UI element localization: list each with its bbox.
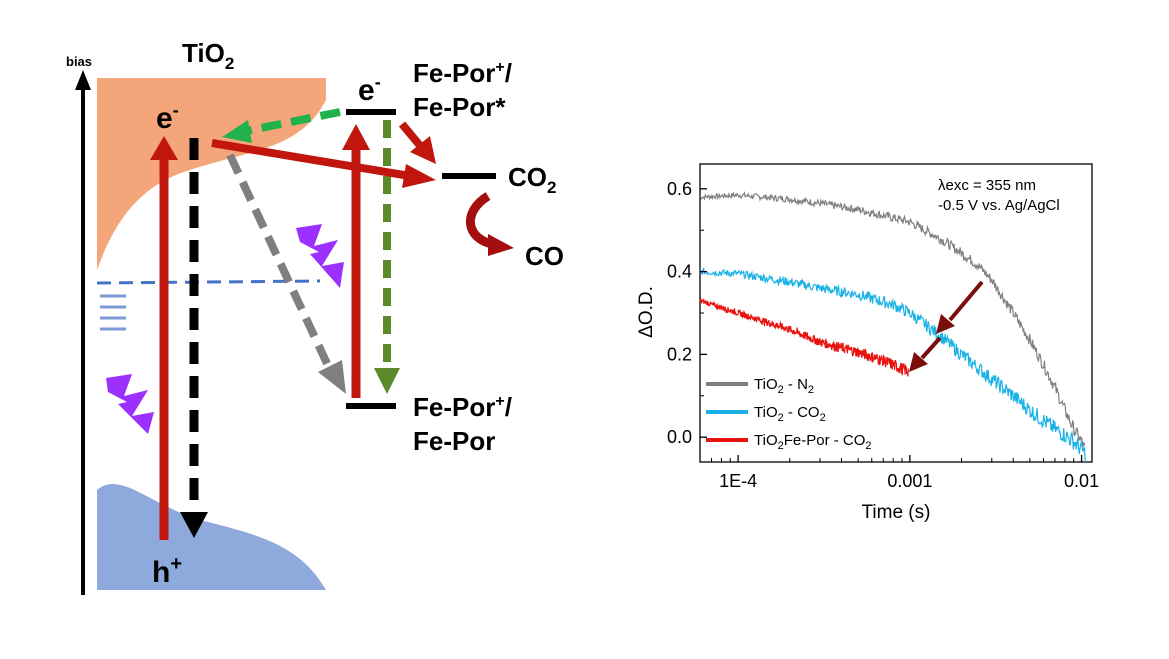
electron-injection-arrowhead — [222, 120, 252, 143]
x-tick-label: 0.001 — [887, 471, 932, 491]
y-axis-title: ΔO.D. — [636, 286, 657, 338]
valence-band-region — [97, 483, 326, 590]
y-tick-label: 0.6 — [667, 179, 692, 199]
co-label: CO — [525, 241, 564, 271]
legend-label-n2: TiO2 - N2 — [754, 376, 814, 396]
co2-reduction-arrowhead — [402, 164, 436, 188]
chart-ticks-group: 1E-4 0.001 0.01 0.0 0.2 0.4 0.6 — [667, 179, 1099, 491]
series-line-0 — [699, 191, 1086, 448]
series-line-2 — [699, 297, 909, 377]
fe-electron-label: e- — [358, 72, 381, 107]
lightning-icon-2 — [296, 224, 344, 288]
electron-injection-arrow — [245, 108, 341, 135]
bias-label: bias — [66, 54, 92, 69]
lightning-icon-1 — [106, 374, 154, 434]
y-tick-label: 0.4 — [667, 262, 692, 282]
fe-excitation-arrowhead — [342, 124, 370, 150]
series-line-1 — [699, 266, 1086, 463]
fe-relaxation-arrowhead — [374, 368, 400, 394]
y-tick-label: 0.2 — [667, 344, 692, 364]
x-tick-label: 1E-4 — [719, 471, 757, 491]
x-tick-label: 0.01 — [1064, 471, 1099, 491]
divergence-arrow-1 — [948, 280, 984, 322]
electron-label: e- — [156, 100, 179, 135]
fe-co2-arrowhead — [410, 136, 436, 164]
material-label: TiO2 — [182, 38, 234, 73]
y-tick-label: 0.0 — [667, 427, 692, 447]
divergence-arrow-2 — [920, 336, 942, 360]
co-formation-arrowhead — [488, 234, 514, 256]
fe-co2-arrow — [398, 121, 426, 151]
legend-label-fepor: TiO2Fe-Por - CO2 — [754, 432, 872, 452]
energy-diagram: bias TiO2 e- h+ e- Fe-Por+/ — [66, 38, 564, 595]
bias-arrowhead — [75, 70, 91, 90]
hole-label: h+ — [152, 553, 182, 589]
legend-label-co2: TiO2 - CO2 — [754, 404, 826, 424]
annotation-line2: -0.5 V vs. Ag/AgCl — [938, 197, 1060, 214]
annotation-line1: λexc = 355 nm — [938, 177, 1036, 194]
co-formation-arrow — [466, 192, 494, 249]
fe-upper-label-line2: Fe-Por* — [413, 92, 506, 122]
fe-upper-label-line1: Fe-Por+/ — [413, 58, 512, 88]
co2-label: CO2 — [508, 162, 556, 197]
chart-legend: TiO2 - N2 TiO2 - CO2 TiO2Fe-Por - CO2 — [706, 376, 872, 452]
fe-lower-label-line1: Fe-Por+/ — [413, 392, 512, 422]
trap-states — [100, 294, 126, 331]
back-transfer-arrowhead — [318, 360, 346, 394]
fermi-level-dashed-line — [96, 279, 321, 285]
co2-reduction-arrow — [211, 139, 411, 180]
transient-absorption-chart: 1E-4 0.001 0.01 0.0 0.2 0.4 0.6 ΔO.D. Time (s)… — [636, 163, 1099, 523]
back-transfer-arrow — [226, 153, 334, 372]
conduction-band-region — [97, 78, 326, 270]
excitation-arrowhead — [150, 136, 178, 160]
divergence-arrowhead-1 — [936, 314, 955, 334]
divergence-arrowhead-2 — [909, 352, 928, 372]
fe-lower-label-line2: Fe-Por — [413, 426, 495, 456]
chart-series-group — [699, 191, 1086, 463]
recombination-arrowhead — [180, 512, 208, 538]
x-axis-title: Time (s) — [862, 502, 931, 523]
